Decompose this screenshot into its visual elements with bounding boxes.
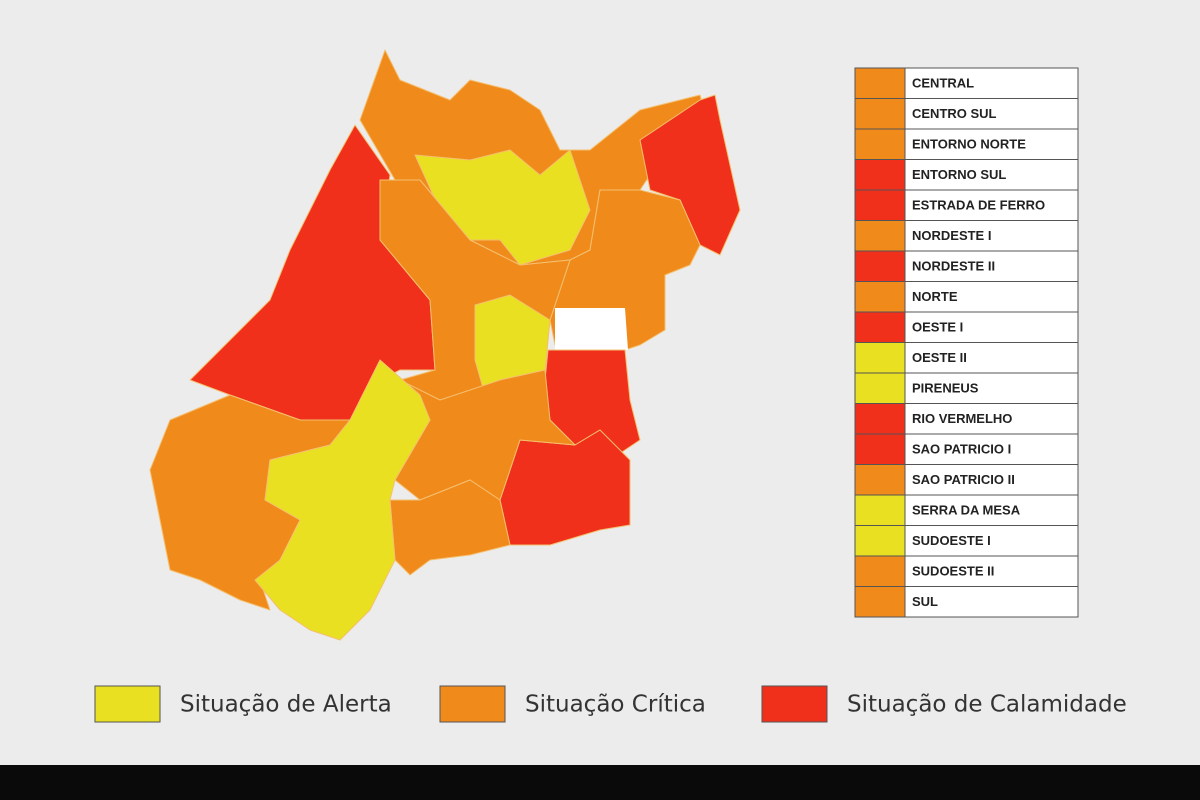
- row-swatch: [854, 372, 906, 404]
- row-swatch: [854, 189, 906, 221]
- row-cell: [904, 525, 1079, 557]
- row-cell: [904, 494, 1079, 526]
- region-name: SAO PATRICIO I: [912, 442, 1011, 457]
- row-swatch: [854, 525, 906, 557]
- row-cell: [904, 159, 1079, 191]
- row-swatch: [854, 342, 906, 374]
- region-name: RIO VERMELHO: [912, 411, 1012, 426]
- row-cell: [904, 464, 1079, 496]
- row-cell: [904, 189, 1079, 221]
- row-cell: [904, 220, 1079, 252]
- row-swatch: [854, 220, 906, 252]
- region-name: NORDESTE II: [912, 259, 995, 274]
- bottom-bar: [0, 765, 1200, 800]
- row-swatch: [854, 403, 906, 435]
- row-cell: [904, 342, 1079, 374]
- row-swatch: [854, 433, 906, 465]
- region-name: ESTRADA DE FERRO: [912, 198, 1045, 213]
- legend: Situação de Alerta Situação Crítica Situaç…: [94, 685, 1127, 723]
- row-swatch: [854, 98, 906, 130]
- region-name: SUDOESTE I: [912, 533, 991, 548]
- row-swatch: [854, 159, 906, 191]
- legend-swatch: [94, 685, 161, 723]
- row-cell: [904, 372, 1079, 404]
- map-region: [254, 359, 431, 641]
- region-name: OESTE I: [912, 320, 963, 335]
- legend-swatch: [439, 685, 506, 723]
- row-cell: [904, 281, 1079, 313]
- region-name: OESTE II: [912, 350, 967, 365]
- region-name: NORTE: [912, 289, 958, 304]
- row-swatch: [854, 67, 906, 99]
- legend-label: Situação de Alerta: [180, 692, 392, 718]
- row-swatch: [854, 464, 906, 496]
- row-swatch: [854, 281, 906, 313]
- row-cell: [904, 555, 1079, 587]
- region-name: SUL: [912, 594, 938, 609]
- map-region: [389, 479, 511, 576]
- map-region: [499, 429, 631, 546]
- region-name: ENTORNO NORTE: [912, 137, 1026, 152]
- map: [149, 49, 741, 641]
- map-region: [555, 308, 628, 350]
- legend-label: Situação de Calamidade: [847, 692, 1127, 718]
- row-cell: [904, 403, 1079, 435]
- region-name: PIRENEUS: [912, 381, 979, 396]
- row-swatch: [854, 555, 906, 587]
- legend-swatch: [761, 685, 828, 723]
- region-name: SAO PATRICIO II: [912, 472, 1015, 487]
- legend-label: Situação Crítica: [525, 692, 706, 718]
- region-name: SERRA DA MESA: [912, 503, 1021, 518]
- region-name: NORDESTE I: [912, 228, 991, 243]
- row-swatch: [854, 311, 906, 343]
- row-cell: [904, 433, 1079, 465]
- region-name: CENTRAL: [912, 76, 974, 91]
- region-name: CENTRO SUL: [912, 106, 997, 121]
- row-cell: [904, 98, 1079, 130]
- row-swatch: [854, 494, 906, 526]
- region-table: CENTRAL CENTRO SUL ENTORNO NORTE ENTORNO SU…: [854, 67, 1079, 618]
- row-cell: [904, 586, 1079, 618]
- row-swatch: [854, 586, 906, 618]
- row-swatch: [854, 250, 906, 282]
- region-name: ENTORNO SUL: [912, 167, 1006, 182]
- map-region: [639, 94, 741, 256]
- row-swatch: [854, 128, 906, 160]
- region-name: SUDOESTE II: [912, 564, 994, 579]
